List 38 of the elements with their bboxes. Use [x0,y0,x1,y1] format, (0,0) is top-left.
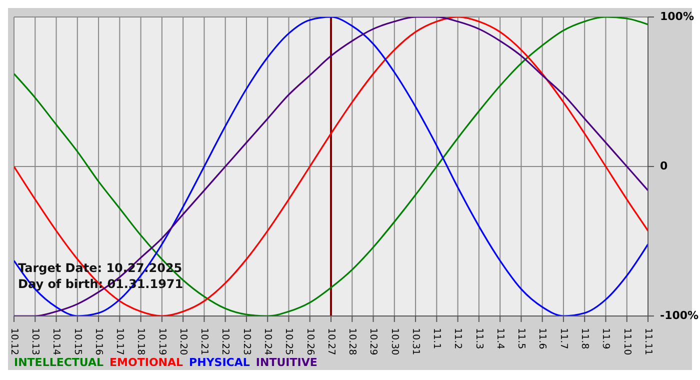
x-tick-label: 10.16 [92,328,104,356]
x-tick-label: 10.21 [198,328,210,356]
x-tick-label: 10.29 [368,328,379,356]
x-tick-label: 11.5 [516,328,527,350]
x-tick-label: 10.30 [388,328,400,356]
x-tick-label: 10.20 [177,328,188,356]
x-tick-label: 11.9 [600,328,612,350]
y-tick-label: -100% [660,309,699,322]
x-tick-label: 10.23 [240,328,252,356]
x-tick-label: 10.26 [304,328,316,356]
x-tick-label: 11.7 [558,328,569,350]
y-tick-label: 100% [660,10,694,24]
text: EMOTIONAL [110,356,184,369]
text: PHYSICAL [189,356,250,369]
x-tick-label: 10.22 [220,328,231,356]
x-tick-label: 10.13 [30,328,41,356]
x-tick-label: 10.27 [325,328,336,356]
x-tick-label: 11.3 [473,328,484,350]
x-tick-label: 10.14 [50,328,62,356]
x-tick-label: 10.18 [135,328,146,356]
x-tick-label: 10.19 [156,328,168,356]
x-tick-label: 11.10 [621,328,632,356]
x-tick-label: 10.12 [8,328,20,356]
y-tick-label: 0 [660,160,668,173]
text: INTELLECTUAL [14,356,104,369]
x-tick-label: 11.4 [494,328,506,350]
x-tick-label: 11.1 [431,328,442,350]
x-tick-label: 11.2 [452,328,464,350]
x-tick-label: 10.17 [114,328,126,356]
x-tick-label: 10.25 [283,328,294,356]
text: INTUITIVE [256,356,318,369]
x-tick-label: 10.28 [346,328,358,356]
x-tick-label: 11.6 [536,328,548,350]
x-tick-label: 10.24 [262,328,274,356]
x-tick-label: 11.8 [578,328,590,350]
x-tick-label: 10.31 [410,328,421,356]
x-tick-label: 11.11 [642,328,654,356]
x-tick-label: 10.15 [72,328,83,356]
